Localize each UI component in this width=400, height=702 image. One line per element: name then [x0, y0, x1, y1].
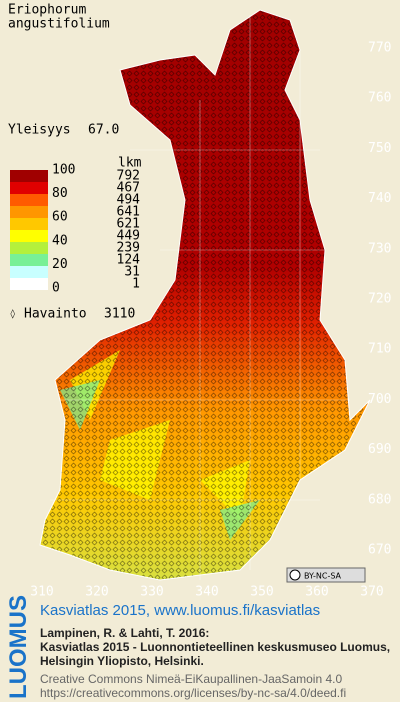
legend-swatch [10, 230, 48, 242]
legend-swatch [10, 242, 48, 254]
legend-count: 641 [117, 205, 140, 220]
license-line: Creative Commons Nimeä-EiKaupallinen-Jaa… [40, 672, 343, 686]
easting-label: 320 [85, 585, 108, 600]
easting-label: 310 [30, 585, 53, 600]
citation-line: Helsingin Yliopisto, Helsinki. [40, 654, 204, 668]
observation-label: Havainto [24, 307, 87, 322]
legend-scale-label: 40 [52, 233, 68, 248]
legend-swatch [10, 170, 48, 182]
country [39, 9, 371, 581]
easting-label: 350 [250, 585, 273, 600]
legend-count: 1 [132, 277, 140, 292]
legend-swatch [10, 182, 48, 194]
species-epithet: angustifolium [8, 17, 110, 32]
legend-scale-label: 60 [52, 210, 68, 225]
legend-count: 449 [117, 229, 140, 244]
legend-swatch [10, 254, 48, 266]
legend-swatch [10, 266, 48, 278]
citation-line: Kasviatlas 2015 - Luonnontieteellinen ke… [40, 640, 391, 654]
easting-label: 370 [360, 585, 383, 600]
legend-scale-label: 80 [52, 186, 68, 201]
northing-label: 690 [368, 442, 391, 457]
northing-label: 750 [368, 141, 391, 156]
easting-label: 330 [140, 585, 163, 600]
northing-label: 730 [368, 241, 391, 256]
legend-count: 494 [117, 193, 141, 208]
legend-count: 31 [124, 265, 140, 280]
easting-label: 360 [305, 585, 328, 600]
northing-label: 760 [368, 91, 391, 106]
species-genus: Eriophorum [8, 3, 86, 18]
legend-swatch [10, 206, 48, 218]
frequency-value: 67.0 [88, 123, 119, 138]
observation-marker: ◊ [10, 309, 15, 320]
footer-title: Kasviatlas 2015, www.luomus.fi/kasviatla… [40, 602, 321, 619]
license-badge [286, 567, 366, 583]
observation-count: 3110 [104, 307, 135, 322]
northing-label: 670 [368, 543, 391, 558]
easting-label: 340 [195, 585, 218, 600]
northing-label: 740 [368, 191, 391, 206]
northing-label: 770 [368, 41, 391, 56]
frequency-label: Yleisyys [8, 123, 71, 138]
legend-scale-label: 100 [52, 163, 75, 178]
legend-count: 124 [117, 253, 141, 268]
northing-label: 700 [368, 392, 391, 407]
legend-swatch [10, 218, 48, 230]
legend-scale-label: 20 [52, 257, 68, 272]
legend-count: 621 [117, 217, 140, 232]
legend-scale-label: 0 [52, 281, 60, 296]
legend-count-header: lkm [118, 156, 142, 171]
legend-swatch [10, 194, 48, 206]
citation-line: Lampinen, R. & Lahti, T. 2016: [40, 626, 210, 640]
legend-swatch [10, 278, 48, 290]
northing-label: 710 [368, 342, 391, 357]
logo: LUOMUS [5, 595, 32, 699]
map: Eriophorum angustifolium Yleisyys 67.0 7… [8, 3, 391, 600]
northing-label: 680 [368, 492, 391, 507]
license-badge-text: BY-NC-SA [304, 572, 342, 581]
legend-count: 239 [117, 241, 140, 256]
license-line: https://creativecommons.org/licenses/by-… [40, 686, 347, 700]
legend-count: 792 [117, 169, 140, 184]
logo-box: LUOMUS [2, 595, 34, 699]
northing-label: 720 [368, 292, 391, 307]
legend-count: 467 [117, 181, 140, 196]
cc-icon [289, 569, 301, 581]
